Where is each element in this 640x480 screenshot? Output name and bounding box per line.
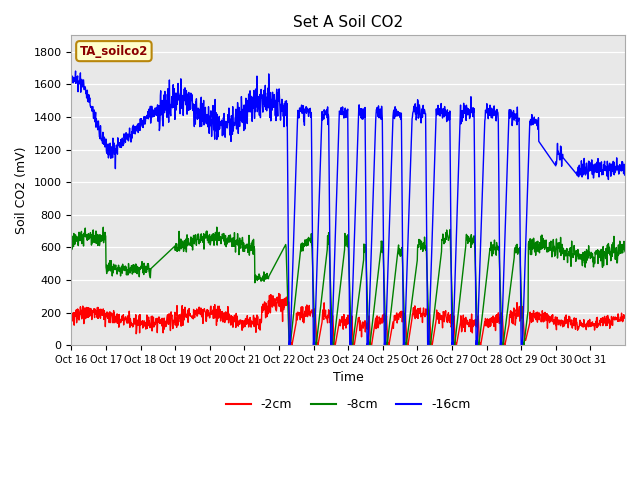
-2cm [351, 336, 359, 341]
-8cm [68, 237, 76, 242]
-2cm [319, 312, 326, 318]
-8cm [166, 247, 174, 253]
-2cm [450, 318, 458, 324]
-8cm [621, 249, 629, 254]
-8cm [319, 288, 326, 294]
-8cm [450, 342, 458, 348]
-16cm [450, 321, 458, 326]
-16cm [621, 168, 629, 174]
-16cm [586, 160, 594, 166]
Y-axis label: Soil CO2 (mV): Soil CO2 (mV) [15, 146, 28, 234]
-16cm [285, 342, 293, 348]
-8cm [213, 224, 221, 230]
Legend: -2cm, -8cm, -16cm: -2cm, -8cm, -16cm [221, 394, 476, 417]
-8cm [586, 253, 594, 259]
-16cm [78, 79, 86, 84]
-8cm [78, 240, 86, 246]
Title: Set A Soil CO2: Set A Soil CO2 [293, 15, 403, 30]
-2cm [166, 328, 174, 334]
X-axis label: Time: Time [333, 371, 364, 384]
-16cm [351, 210, 359, 216]
Line: -2cm: -2cm [72, 294, 625, 345]
Line: -16cm: -16cm [72, 71, 625, 345]
Line: -8cm: -8cm [72, 227, 625, 345]
-16cm [68, 79, 76, 85]
-2cm [586, 324, 594, 329]
-16cm [167, 113, 175, 119]
Text: TA_soilco2: TA_soilco2 [80, 45, 148, 58]
-2cm [621, 313, 629, 319]
-8cm [351, 321, 359, 327]
-2cm [68, 314, 76, 320]
-8cm [285, 342, 293, 348]
-2cm [287, 342, 295, 348]
-2cm [78, 316, 86, 322]
-2cm [275, 291, 283, 297]
-16cm [72, 68, 79, 74]
-16cm [319, 117, 326, 123]
